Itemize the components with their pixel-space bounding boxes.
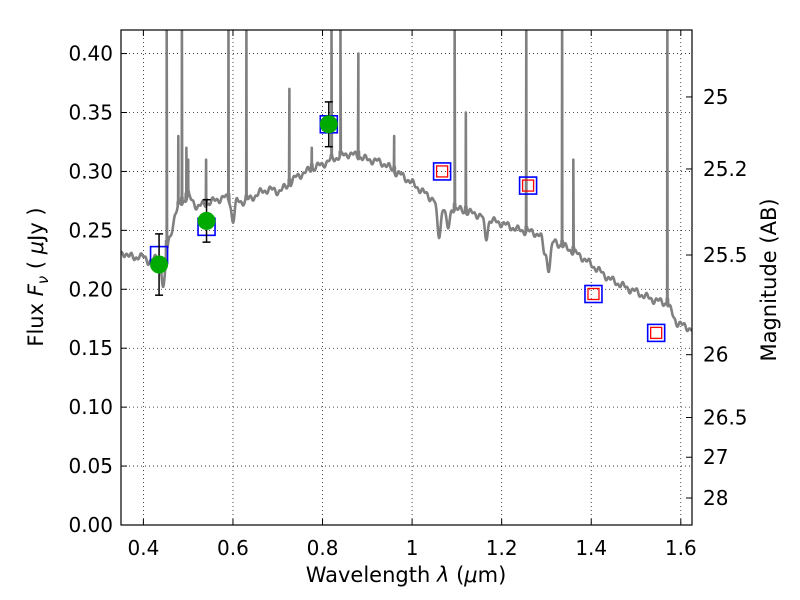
y2-tick-label: 25.2 (703, 157, 748, 181)
model-photometry-square (432, 162, 452, 181)
y-tick-label: 0.20 (68, 277, 113, 301)
x-tick-label: 0.8 (307, 536, 339, 560)
grid-lines (121, 30, 692, 526)
x-tick-label: 1.4 (575, 536, 607, 560)
x-tick-label: 0.4 (127, 536, 159, 560)
upper-limit-square (435, 165, 449, 178)
y-tick-label: 0.35 (68, 101, 113, 125)
x-tick-label: 0.6 (217, 536, 249, 560)
x-tick-label: 1.2 (486, 536, 518, 560)
model-photometry-square (518, 176, 538, 195)
y2-tick-label: 27 (703, 445, 728, 469)
y2-tick-label: 28 (703, 486, 728, 510)
upper-limit-square (521, 179, 535, 192)
observed-data-point (150, 255, 169, 274)
observed-data-point (197, 211, 216, 230)
y2-tick-label: 26.5 (703, 406, 748, 430)
axis-ticks: 0.4 0.6 0.8 1 1.2 1.4 1.6 0.00 0.05 0.10 0.15 0.20 0… (68, 30, 748, 560)
y2-tick-label: 25 (703, 85, 728, 109)
upper-limit-square (650, 326, 663, 340)
model-photometry-square (584, 284, 603, 304)
model-photometry-square (646, 323, 666, 343)
observed-data-point (319, 115, 338, 134)
x-axis-title: Wavelength λ (μm) (306, 563, 507, 587)
y2-tick-label: 26 (703, 343, 728, 367)
plot-area (121, 30, 692, 343)
secondary-y-axis-title: Magnitude (AB) (757, 198, 781, 361)
y-tick-label: 0.10 (68, 395, 113, 419)
y-tick-label: 0.40 (68, 42, 113, 66)
sed-model-spectrum (121, 30, 692, 333)
y-tick-label: 0.15 (68, 336, 113, 360)
upper-limit-square (587, 287, 600, 301)
x-tick-label: 1.6 (665, 536, 697, 560)
x-tick-label: 1 (406, 536, 419, 560)
y-tick-label: 0.05 (68, 454, 113, 478)
y2-tick-label: 25.5 (703, 243, 748, 267)
y-axis-title: Flux Fν ( μJy ) (24, 207, 52, 346)
y-tick-label: 0.25 (68, 218, 113, 242)
y-tick-label: 0.30 (68, 159, 113, 183)
plot-frame (120, 29, 693, 526)
y-tick-label: 0.00 (68, 513, 113, 537)
